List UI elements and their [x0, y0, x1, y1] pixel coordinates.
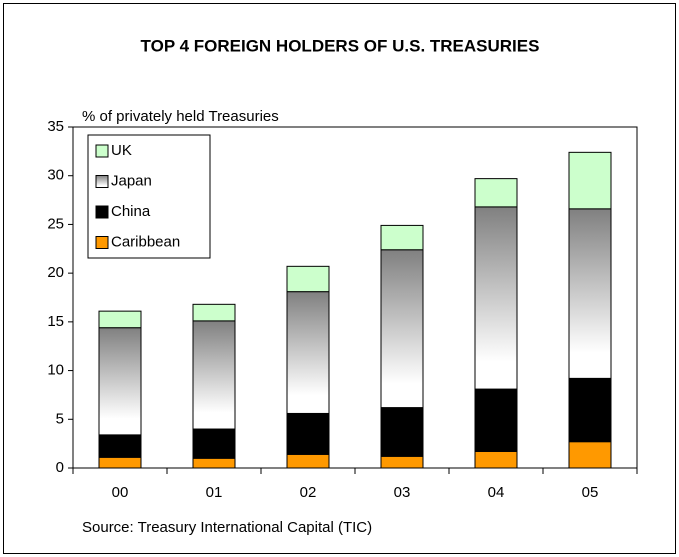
x-tick-label: 05 — [582, 484, 599, 501]
x-tick-label: 02 — [300, 484, 317, 501]
bar-segment — [568, 151, 612, 210]
legend-label: Japan — [111, 172, 152, 189]
bar-segment — [98, 434, 142, 458]
bar-segment — [474, 450, 518, 469]
bar-segment — [380, 249, 424, 409]
legend-label: UK — [111, 142, 132, 159]
bar-segment — [192, 303, 236, 322]
bar-segment — [286, 453, 330, 469]
bar-segment — [568, 441, 612, 469]
x-tick-label: 03 — [394, 484, 411, 501]
legend-label: Caribbean — [111, 233, 180, 250]
bar-segment — [98, 327, 142, 436]
y-tick-label: 5 — [56, 410, 64, 427]
bar-segment — [192, 320, 236, 430]
x-tick-label: 04 — [488, 484, 505, 501]
bar-segment — [474, 206, 518, 390]
legend-swatch — [95, 144, 109, 158]
bar-segment — [98, 310, 142, 329]
bar-segment — [568, 377, 612, 443]
y-tick-label: 20 — [47, 264, 64, 281]
bar-segment — [286, 412, 330, 455]
bar-segment — [286, 265, 330, 293]
y-tick-label: 25 — [47, 215, 64, 232]
bar-segment — [380, 224, 424, 251]
bar-segment — [474, 178, 518, 208]
bar-segment — [380, 455, 424, 469]
y-tick-label: 35 — [47, 118, 64, 135]
y-tick-label: 10 — [47, 362, 64, 379]
y-tick-label: 0 — [56, 459, 64, 476]
x-tick-label: 01 — [206, 484, 223, 501]
bar-segment — [568, 208, 612, 379]
bar-segment — [192, 457, 236, 469]
legend-swatch — [95, 175, 109, 188]
chart-title: TOP 4 FOREIGN HOLDERS OF U.S. TREASURIES — [141, 36, 540, 55]
bar-segment — [192, 428, 236, 459]
bar-segment — [98, 456, 142, 469]
source: Source: Treasury International Capital (… — [82, 519, 372, 536]
legend-swatch — [95, 205, 109, 219]
y-tick-label: 15 — [47, 313, 64, 330]
y-axis-label: % of privately held Treasuries — [82, 108, 279, 125]
bar-segment — [474, 388, 518, 452]
x-tick-label: 00 — [112, 484, 129, 501]
bar-segment — [286, 291, 330, 414]
bar-segment — [380, 407, 424, 457]
y-tick-label: 30 — [47, 167, 64, 184]
legend-label: China — [111, 203, 151, 220]
legend-swatch — [95, 236, 109, 249]
